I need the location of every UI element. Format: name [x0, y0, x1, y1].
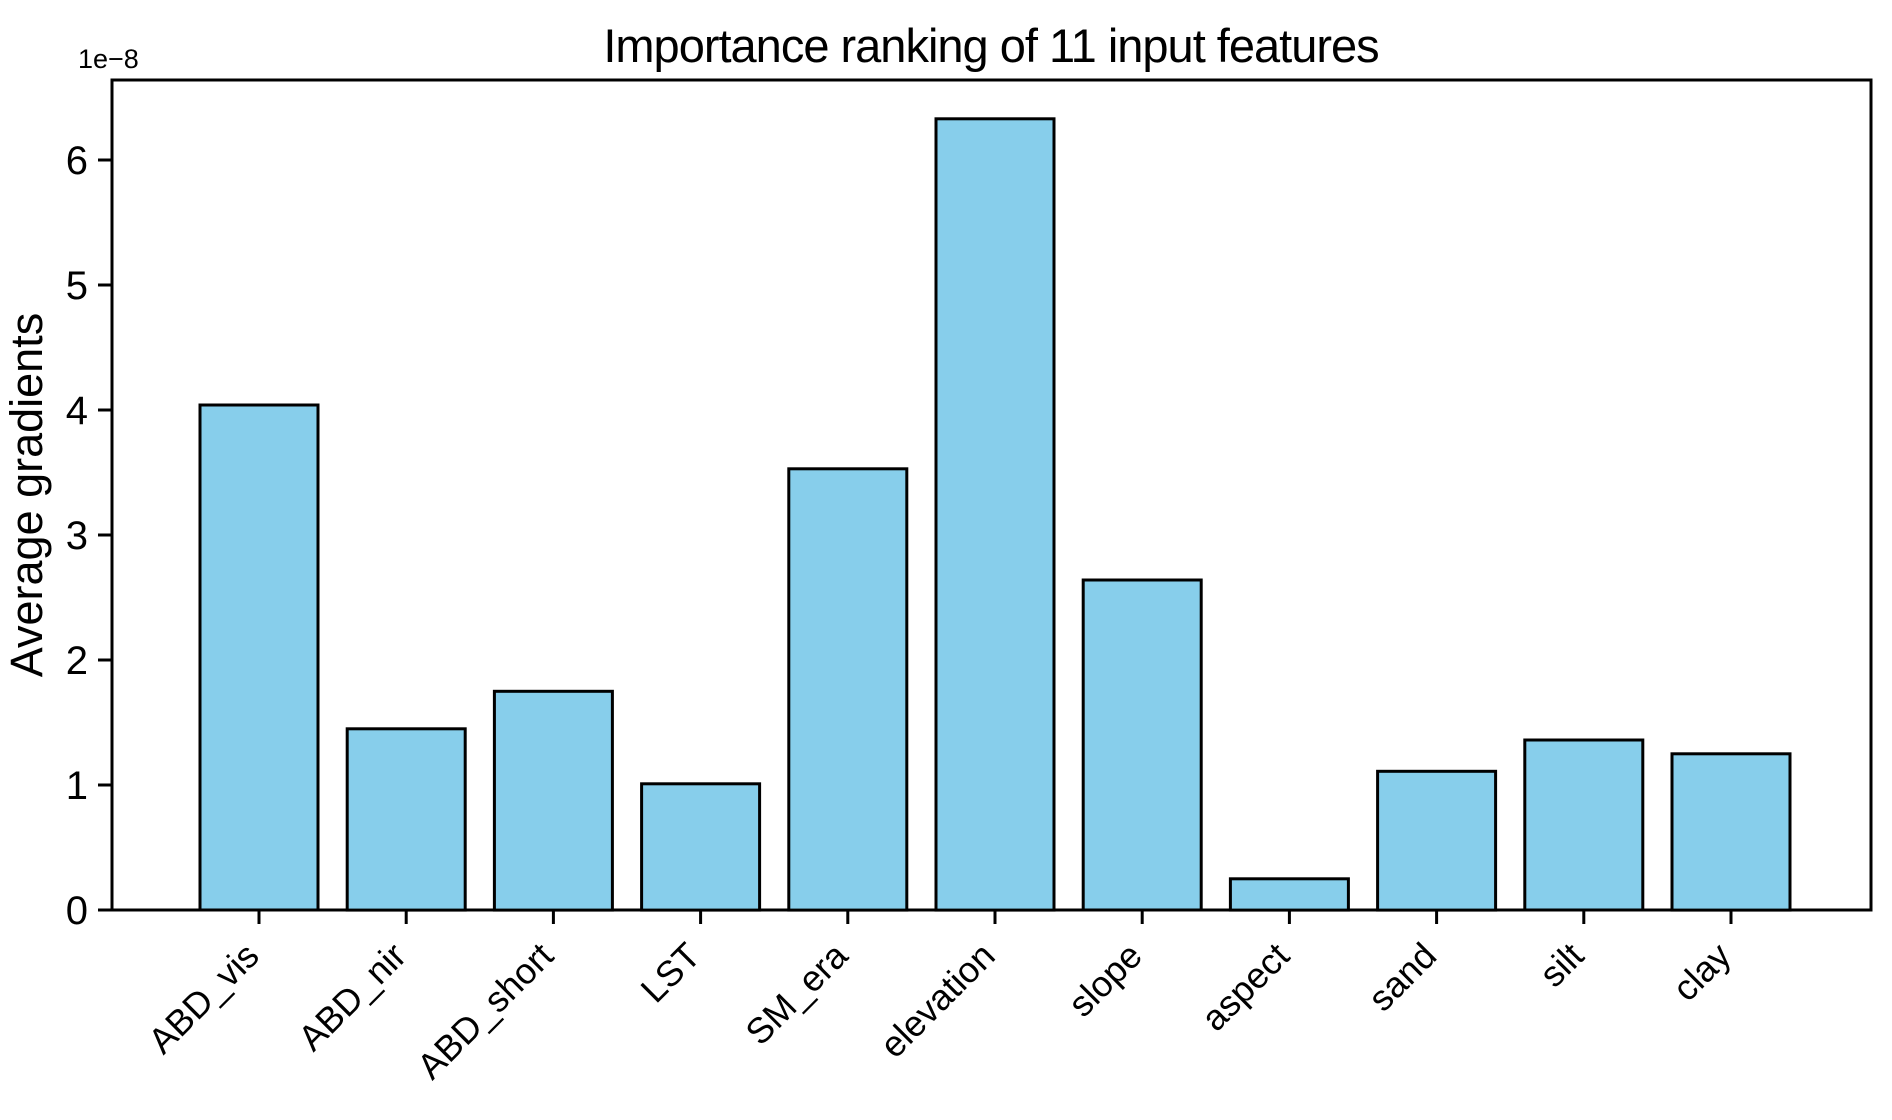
y-tick-label-2: 2: [66, 639, 88, 683]
bar-clay: [1670, 752, 1792, 912]
y-tick-label-3: 3: [66, 514, 88, 558]
bar-aspect: [1228, 877, 1350, 912]
y-axis-label: Average gradients: [1, 313, 52, 677]
x-tick-label-elevation: elevation: [872, 935, 1003, 1066]
x-tick-label-clay: clay: [1664, 935, 1738, 1009]
bar-silt: [1523, 738, 1645, 912]
bars-group: [198, 117, 1792, 912]
x-tick-label-ABD_vis: ABD_vis: [140, 935, 267, 1062]
bar-LST: [640, 782, 762, 912]
bar-ABD_nir: [345, 727, 467, 912]
y-axis-offset-text: 1e−8: [78, 44, 139, 74]
bar-elevation: [934, 117, 1056, 912]
bar-sand: [1376, 769, 1498, 912]
x-tick-label-sand: sand: [1360, 935, 1444, 1019]
x-tick-label-ABD_short: ABD_short: [409, 935, 561, 1087]
x-tick-label-SM_era: SM_era: [737, 934, 856, 1053]
x-tick-label-silt: silt: [1531, 935, 1591, 995]
chart-title: Importance ranking of 11 input features: [603, 19, 1378, 72]
bar-SM_era: [787, 467, 909, 912]
bar-ABD_vis: [198, 403, 320, 912]
y-tick-label-4: 4: [66, 389, 88, 433]
y-tick-label-1: 1: [66, 764, 88, 808]
y-axis-ticks: 0 1 2 3 4 5 6: [66, 139, 112, 933]
x-tick-label-ABD_nir: ABD_nir: [290, 935, 414, 1059]
bar-ABD_short: [492, 689, 614, 912]
x-tick-label-slope: slope: [1060, 935, 1150, 1025]
bar-slope: [1081, 578, 1203, 912]
x-tick-label-LST: LST: [633, 935, 709, 1011]
y-tick-label-0: 0: [66, 889, 88, 933]
y-tick-label-6: 6: [66, 139, 88, 183]
x-tick-label-aspect: aspect: [1193, 935, 1297, 1039]
y-tick-label-5: 5: [66, 264, 88, 308]
